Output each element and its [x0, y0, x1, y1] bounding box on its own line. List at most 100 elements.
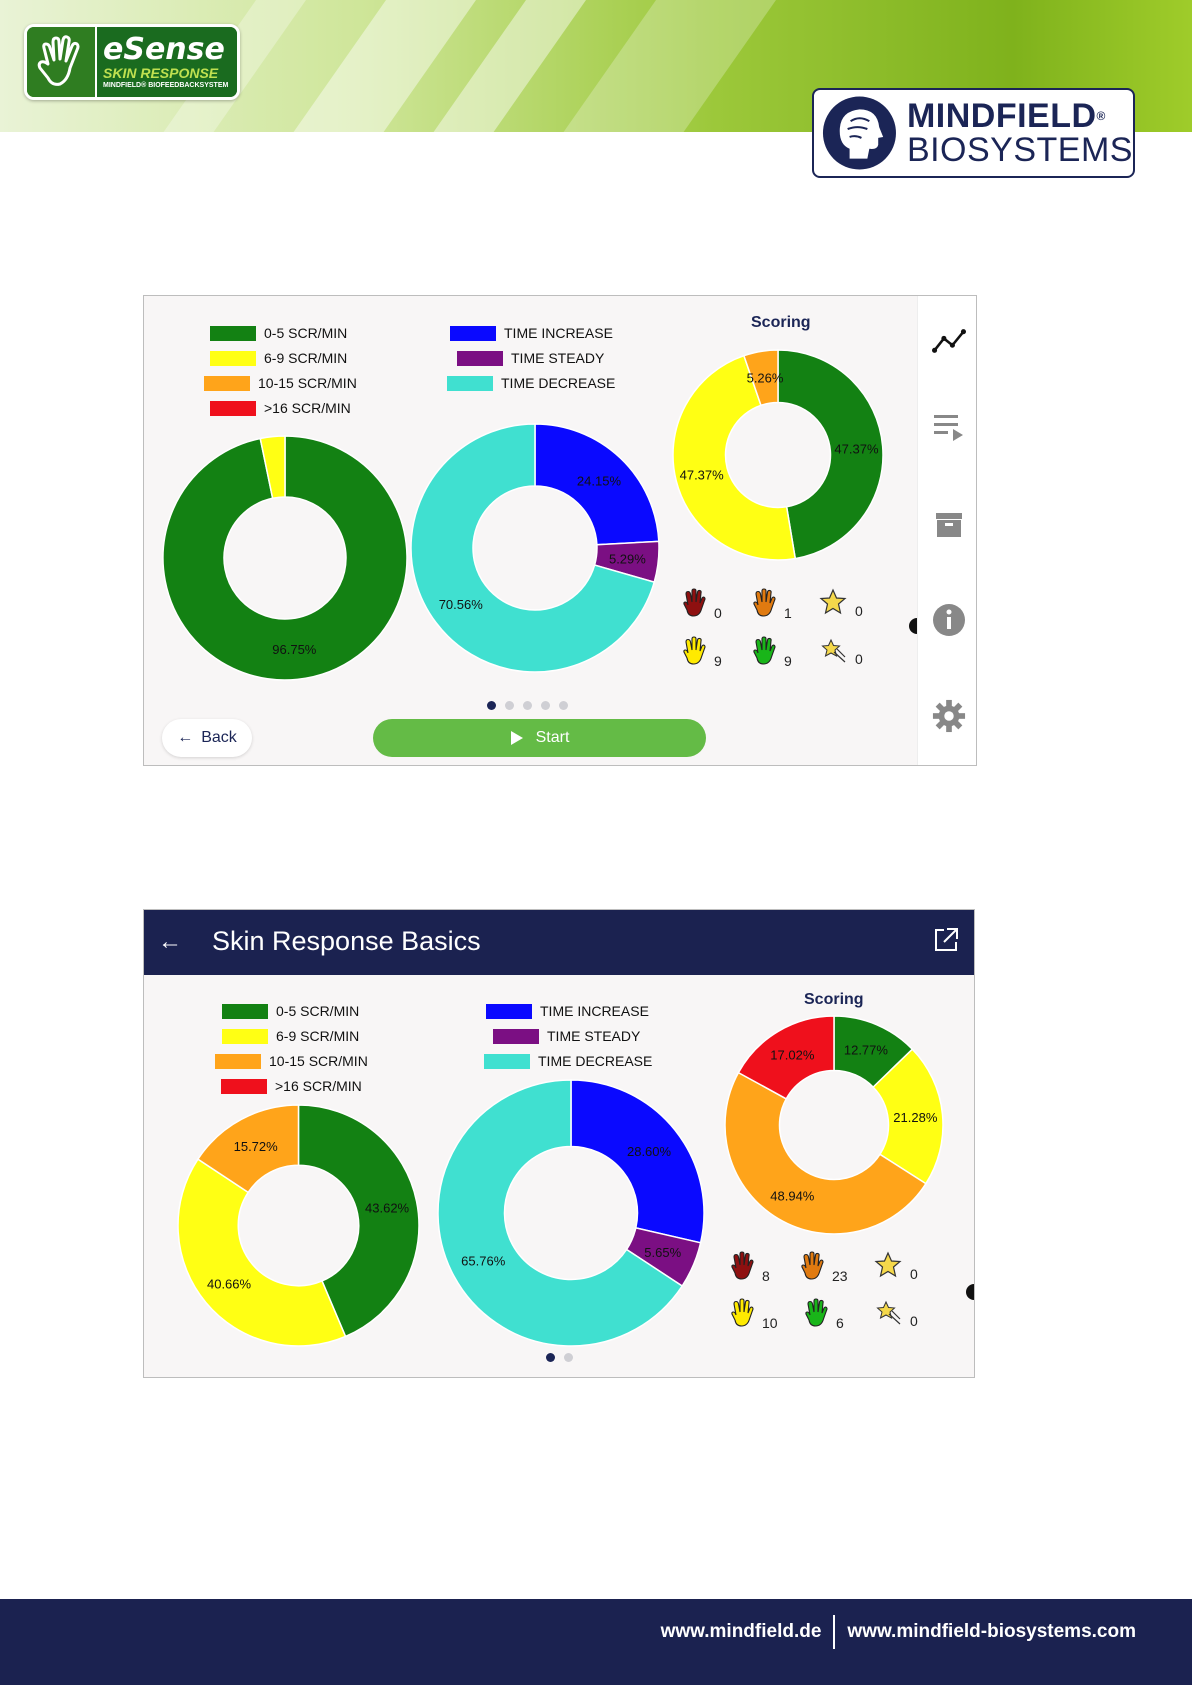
donut-slice-label: 28.60% [627, 1144, 672, 1159]
start-button[interactable]: Start [373, 719, 706, 757]
shooting-star-icon [819, 636, 855, 667]
legend-swatch [486, 1003, 532, 1019]
donut-slice [297, 1104, 420, 1338]
page-dot[interactable] [505, 701, 514, 710]
legend-item: 6-9 SCR/MIN [210, 350, 347, 366]
legend-label: >16 SCR/MIN [264, 400, 351, 416]
drawer-handle[interactable] [966, 1284, 974, 1300]
start-button-label: Start [535, 729, 570, 746]
star-icon [874, 1251, 910, 1282]
legend-item: 10-15 SCR/MIN [204, 375, 357, 391]
score-value: 8 [762, 1268, 770, 1284]
legend-item: >16 SCR/MIN [221, 1078, 362, 1094]
legend-label: >16 SCR/MIN [275, 1078, 362, 1094]
score-red-hand: 0 [682, 588, 722, 621]
page-dot[interactable] [541, 701, 550, 710]
score-value: 0 [714, 605, 722, 621]
donut-slice [777, 349, 884, 560]
page-dot[interactable] [559, 701, 568, 710]
score-value: 0 [855, 603, 863, 619]
score-value: 9 [784, 653, 792, 669]
donut-slice-label: 5.65% [644, 1245, 681, 1260]
donut-slice-label: 48.94% [770, 1188, 815, 1203]
legend-item: 0-5 SCR/MIN [222, 1003, 359, 1019]
legend-item: TIME DECREASE [447, 375, 615, 391]
scoring-title: Scoring [751, 314, 811, 331]
page-indicator[interactable] [546, 1353, 573, 1362]
score-star: 0 [874, 1251, 918, 1282]
legend-swatch [204, 375, 250, 391]
open-external-icon[interactable] [933, 927, 959, 953]
orange-hand-icon [800, 1251, 832, 1284]
legend-swatch [222, 1028, 268, 1044]
side-navigation-rail [917, 296, 976, 765]
donut-slice-label: 47.37% [834, 442, 879, 457]
archive-icon[interactable] [932, 508, 966, 542]
page-dot[interactable] [523, 701, 532, 710]
donut-slice-label: 65.76% [461, 1253, 506, 1268]
donut-slice [872, 1048, 944, 1185]
score-orange-hand: 1 [752, 588, 792, 621]
score-shooting-star: 0 [874, 1298, 918, 1329]
orange-hand-icon [752, 588, 784, 621]
arrow-left-icon[interactable]: ← [158, 928, 182, 955]
donut-slice [410, 423, 656, 673]
legend-swatch [450, 325, 496, 341]
score-value: 1 [784, 605, 792, 621]
scr-rate-donut-chart: 96.75% [162, 435, 408, 681]
score-green-hand: 9 [752, 636, 792, 669]
page-title: Skin Response Basics [212, 926, 481, 956]
donut-slice [437, 1079, 684, 1347]
info-icon[interactable] [932, 603, 966, 637]
legend-item: 0-5 SCR/MIN [210, 325, 347, 341]
hand-logo-icon [27, 27, 97, 97]
page-dot[interactable] [487, 701, 496, 710]
score-yellow-hand: 9 [682, 636, 722, 669]
time-trend-donut-chart: 24.15% 5.29% 70.56% [410, 423, 660, 673]
donut-slice-label: 47.37% [680, 467, 725, 482]
legend-label: TIME INCREASE [540, 1003, 649, 1019]
line-chart-icon[interactable] [932, 324, 966, 358]
score-yellow-hand: 10 [730, 1298, 778, 1331]
scoring-donut-chart: 47.37% 47.37% 5.26% [672, 349, 884, 561]
legend-label: TIME STEADY [511, 350, 605, 366]
donut-slice-label: 21.28% [893, 1110, 938, 1125]
green-hand-icon [752, 636, 784, 669]
page-indicator[interactable] [487, 701, 568, 710]
legend-swatch [210, 400, 256, 416]
donut-slice-label: 40.66% [207, 1276, 252, 1291]
star-icon [819, 588, 855, 619]
arrow-left-icon: ← [177, 729, 194, 746]
score-value: 10 [762, 1315, 778, 1331]
legend-label: 10-15 SCR/MIN [269, 1053, 368, 1069]
red-hand-icon [730, 1251, 762, 1284]
mindfield-line2: BIOSYSTEMS [906, 131, 1133, 169]
settings-icon[interactable] [932, 699, 966, 733]
play-icon [510, 731, 523, 745]
footer-link-mindfield-biosystems[interactable]: www.mindfield-biosystems.com [847, 1621, 1136, 1642]
donut-slice [162, 435, 408, 681]
score-shooting-star: 0 [819, 636, 863, 667]
legend-item: 10-15 SCR/MIN [215, 1053, 368, 1069]
esense-brand: eSense [103, 32, 225, 67]
score-value: 0 [910, 1313, 918, 1329]
donut-slice [672, 354, 797, 561]
donut-slice [570, 1079, 705, 1244]
legend-swatch [221, 1078, 267, 1094]
legend-item: >16 SCR/MIN [210, 400, 351, 416]
shooting-star-icon [874, 1298, 910, 1329]
score-value: 6 [836, 1315, 844, 1331]
esense-product: SKIN RESPONSE [103, 65, 219, 81]
donut-slice-label: 5.29% [609, 551, 646, 566]
legend-item: 6-9 SCR/MIN [222, 1028, 359, 1044]
playlist-icon[interactable] [932, 410, 966, 444]
esense-logo: eSense SKIN RESPONSE MINDFIELD® BIOFEEDB… [24, 24, 240, 100]
head-profile-icon [822, 96, 896, 170]
legend-label: 0-5 SCR/MIN [276, 1003, 360, 1019]
page-dot[interactable] [564, 1353, 573, 1362]
page-dot[interactable] [546, 1353, 555, 1362]
legend-swatch [457, 350, 503, 366]
footer-link-mindfield-de[interactable]: www.mindfield.de [660, 1621, 822, 1642]
back-button[interactable]: ← Back [162, 719, 252, 757]
legend-label: TIME DECREASE [501, 375, 616, 391]
